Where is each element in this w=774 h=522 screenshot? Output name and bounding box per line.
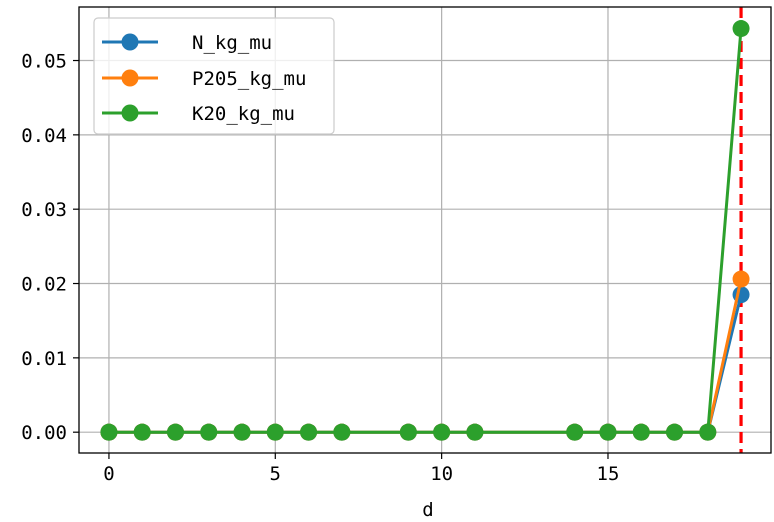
y-tick-label: 0.04 xyxy=(21,125,67,147)
series-layer xyxy=(100,20,750,441)
legend-box xyxy=(93,17,335,135)
x-tick-label: 0 xyxy=(103,463,114,485)
data-point xyxy=(266,423,284,441)
x-axis: 0 5 10 15 xyxy=(103,453,619,485)
x-tick-label: 5 xyxy=(270,463,281,485)
grid-lines xyxy=(79,7,771,453)
data-point xyxy=(732,20,750,38)
y-tick-label: 0.05 xyxy=(21,51,67,73)
data-point xyxy=(333,423,351,441)
data-point xyxy=(133,423,151,441)
y-tick-label: 0.01 xyxy=(21,348,67,370)
data-point xyxy=(732,270,750,288)
data-point xyxy=(433,423,451,441)
x-axis-title: d xyxy=(422,499,433,521)
y-tick-label: 0.02 xyxy=(21,274,67,296)
data-point xyxy=(599,423,617,441)
legend-label-k2o: K20_kg_mu xyxy=(192,103,295,125)
data-point xyxy=(100,423,118,441)
y-tick-label: 0.00 xyxy=(21,422,67,444)
legend-label-n: N_kg_mu xyxy=(192,32,272,54)
legend-marker-p2o5 xyxy=(121,69,139,87)
legend: N_kg_mu P205_kg_mu K20_kg_mu xyxy=(93,17,335,135)
y-tick-label: 0.03 xyxy=(21,199,67,221)
data-point xyxy=(566,423,584,441)
data-point xyxy=(166,423,184,441)
legend-marker-n xyxy=(121,33,139,51)
data-point xyxy=(399,423,417,441)
data-point xyxy=(666,423,684,441)
y-axis: 0.00 0.01 0.02 0.03 0.04 0.05 xyxy=(21,51,79,444)
legend-marker-k2o xyxy=(121,104,139,122)
data-point xyxy=(699,423,717,441)
x-tick-label: 15 xyxy=(597,463,620,485)
plot-frame xyxy=(78,6,772,454)
data-point xyxy=(300,423,318,441)
data-point xyxy=(632,423,650,441)
legend-label-p2o5: P205_kg_mu xyxy=(192,68,306,90)
series-2 xyxy=(100,20,750,441)
data-point xyxy=(200,423,218,441)
x-tick-label: 10 xyxy=(430,463,453,485)
data-point xyxy=(233,423,251,441)
data-point xyxy=(466,423,484,441)
